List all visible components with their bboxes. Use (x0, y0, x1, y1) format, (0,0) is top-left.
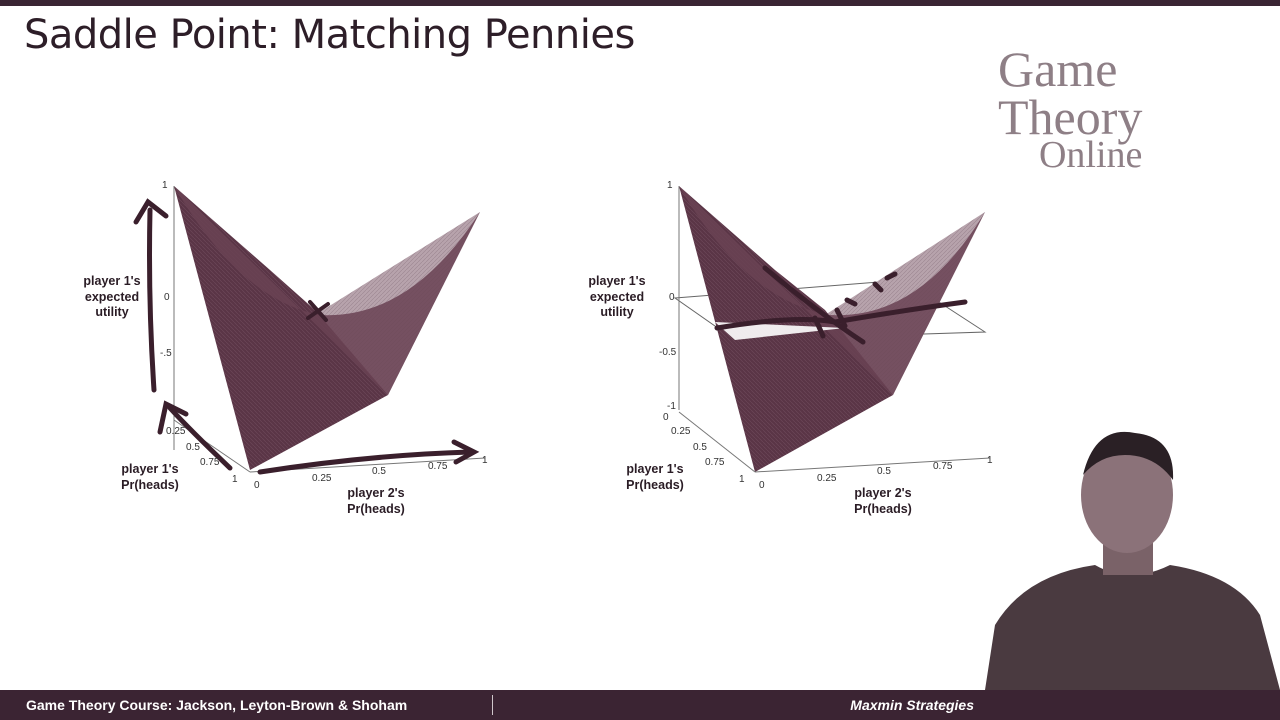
presenter-shirt (985, 565, 1280, 690)
logo-line-1: Game (998, 44, 1142, 94)
left-xlabel: player 2's Pr(heads) (332, 486, 420, 517)
right-ztick-2: 0 (669, 292, 675, 303)
right-ytick-5: 1 (739, 474, 745, 485)
left-ytick-3: 0.75 (200, 457, 219, 468)
left-zlabel: player 1's expected utility (76, 274, 148, 321)
right-xtick-3: 0.5 (877, 466, 891, 477)
footer-bar: Game Theory Course: Jackson, Leyton-Brow… (0, 690, 1280, 720)
right-xtick-1: 0 (759, 480, 765, 491)
top-border (0, 0, 1280, 6)
left-saddle-plot: player 1's expected utility player 1's P… (70, 150, 590, 550)
left-ztick-3: -.5 (160, 348, 172, 359)
left-ytick-2: 0.5 (186, 442, 200, 453)
left-xtick-3: 0.5 (372, 466, 386, 477)
right-ztick-1: 1 (667, 180, 673, 191)
right-ytick-3: 0.5 (693, 442, 707, 453)
right-ytick-4: 0.75 (705, 457, 724, 468)
slide-title: Saddle Point: Matching Pennies (24, 12, 635, 58)
right-ztick-3: -0.5 (659, 347, 676, 358)
annotation-up-arrow (150, 210, 155, 390)
left-ztick-2: 0 (164, 292, 170, 303)
right-ylabel: player 1's Pr(heads) (615, 462, 695, 493)
right-ytick-2: 0.25 (671, 426, 690, 437)
left-ylabel: player 1's Pr(heads) (110, 462, 190, 493)
right-xtick-2: 0.25 (817, 473, 836, 484)
left-xtick-5: 1 (482, 455, 488, 466)
footer-divider (492, 695, 493, 715)
right-zlabel: player 1's expected utility (581, 274, 653, 321)
x-axis (755, 458, 990, 472)
right-xlabel: player 2's Pr(heads) (839, 486, 927, 517)
left-xtick-1: 0 (254, 480, 260, 491)
left-xtick-4: 0.75 (428, 461, 447, 472)
right-ytick-1: 0 (663, 412, 669, 423)
left-ytick-4: 1 (232, 474, 238, 485)
right-xtick-4: 0.75 (933, 461, 952, 472)
footer-topic: Maxmin Strategies (850, 697, 974, 713)
left-xtick-2: 0.25 (312, 473, 331, 484)
left-ytick-1: 0.25 (166, 426, 185, 437)
presenter-video (985, 425, 1280, 690)
left-ztick-1: 1 (162, 180, 168, 191)
footer-course: Game Theory Course: Jackson, Leyton-Brow… (26, 697, 407, 713)
right-ztick-4: -1 (667, 401, 676, 412)
